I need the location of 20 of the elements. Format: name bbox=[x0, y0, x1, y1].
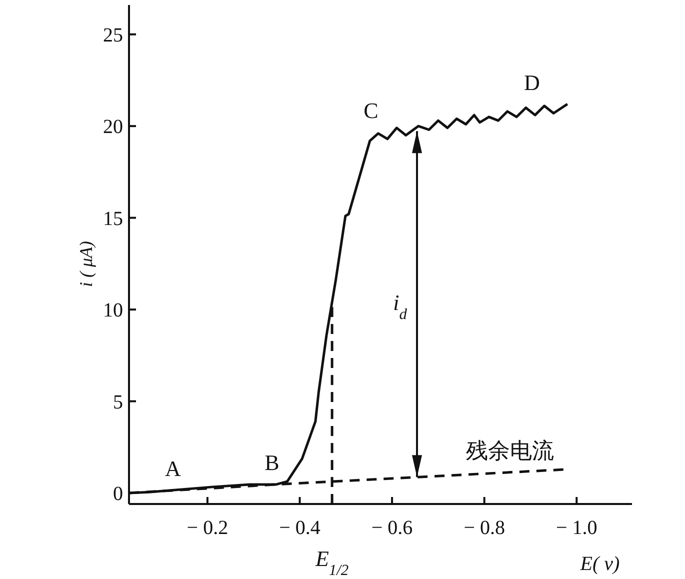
y-axis-title: i ( μA) bbox=[76, 240, 96, 288]
y-tick-label: 0 bbox=[113, 482, 123, 505]
annotation: C bbox=[364, 98, 378, 123]
annotation: B bbox=[264, 450, 280, 475]
y-tick-label: 25 bbox=[103, 24, 123, 46]
annotation: A bbox=[165, 456, 182, 481]
y-tick-label: 20 bbox=[103, 116, 123, 138]
y-tick-label: 10 bbox=[103, 300, 123, 322]
x-tick-label: − 0.6 bbox=[371, 517, 413, 539]
x-tick-label: − 1.0 bbox=[556, 517, 598, 539]
x-tick-label: − 0.2 bbox=[186, 517, 228, 539]
x-tick-label: − 0.4 bbox=[279, 517, 320, 539]
annotation: E$_{1/2}$ bbox=[314, 546, 349, 578]
annotation: D bbox=[524, 70, 540, 95]
y-tick-label: 15 bbox=[103, 208, 123, 230]
x-axis-title: E( v) bbox=[579, 553, 620, 575]
annotation: i$_{d}$ bbox=[393, 290, 408, 322]
x-tick-label: − 0.8 bbox=[464, 517, 505, 539]
y-tick-label: 5 bbox=[113, 391, 123, 414]
annotation: 残余电流 bbox=[466, 438, 554, 463]
